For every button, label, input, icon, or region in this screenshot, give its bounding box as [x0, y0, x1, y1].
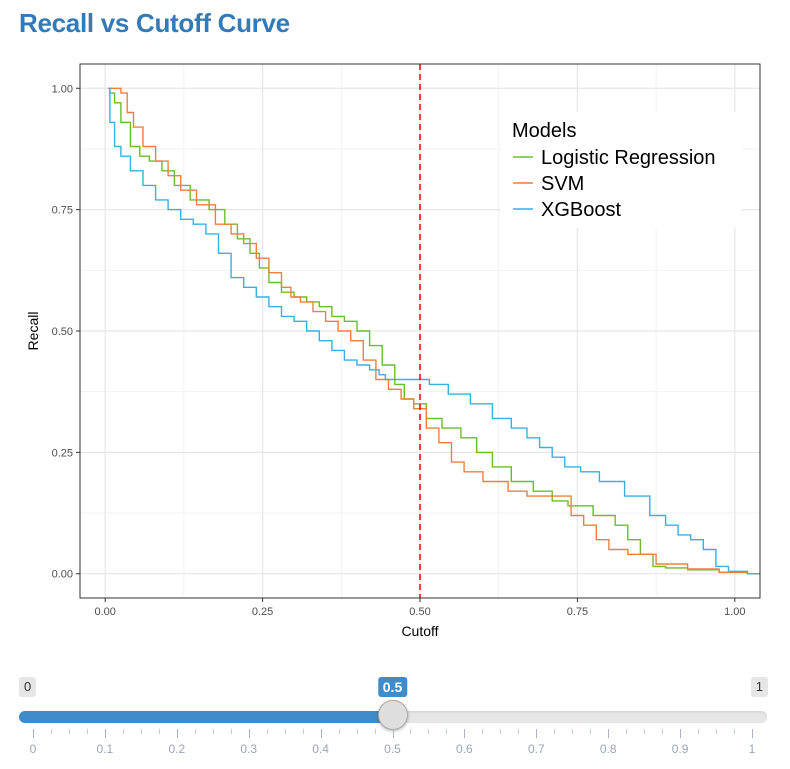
x-tick-label: 0.75	[567, 606, 588, 618]
slider-grid-tick	[140, 729, 142, 734]
slider-grid: 0 0.1 0.2 0.3 0.4 0.5 0.6 0.7 0.8 0.9 1	[0, 660, 790, 769]
slider-grid-tick	[428, 729, 430, 734]
y-tick-label: 0.50	[52, 326, 73, 338]
slider-value-label: 0.5	[377, 677, 408, 697]
slider-min-label: 0	[19, 677, 37, 697]
slider-grid-tick	[608, 729, 610, 738]
slider-grid-tick	[536, 729, 538, 738]
y-tick-label: 1.00	[52, 83, 73, 95]
slider-grid-tick	[68, 729, 70, 734]
slider-grid-tick	[662, 729, 664, 734]
slider-grid-tick	[734, 729, 736, 734]
legend-label: Logistic Regression	[541, 147, 716, 169]
legend-label: SVM	[541, 173, 584, 195]
slider-grid-label: 0.4	[312, 742, 329, 756]
slider-grid-label: 0	[29, 742, 37, 756]
legend: Models Logistic Regression SVM XGBoost	[500, 112, 742, 228]
cutoff-slider[interactable]: 0 1 0.5 0 0.1 0.2 0.3 0.4 0.5 0.6 0.7 0.8 0.9 1	[0, 660, 790, 769]
slider-grid-tick	[716, 729, 718, 734]
slider-grid-label: 0.3	[240, 742, 258, 756]
page-title: Recall vs Cutoff Curve	[19, 8, 290, 38]
slider-handle[interactable]	[377, 700, 408, 730]
x-tick-label: 0.00	[94, 606, 115, 618]
series-line-xgboost	[108, 87, 760, 575]
slider-fill-bar	[19, 711, 393, 723]
slider-grid-tick	[446, 729, 448, 734]
slider-grid-tick	[194, 729, 196, 734]
legend-title: Models	[512, 120, 576, 142]
slider-grid-label: 0.9	[671, 742, 689, 756]
plot-border	[79, 63, 761, 599]
slider-grid-label: 0.1	[96, 742, 114, 756]
slider-grid-label: 0.6	[456, 742, 473, 756]
slider-grid-tick	[302, 729, 304, 734]
slider-grid-tick	[680, 729, 682, 738]
y-tick-label: 0.75	[52, 205, 73, 217]
slider-grid-tick	[158, 729, 160, 734]
slider-grid-tick	[320, 729, 322, 738]
slider-max-label: 1	[750, 677, 768, 697]
slider-grid-tick	[230, 729, 232, 734]
slider-grid-tick	[122, 729, 124, 734]
slider-grid-tick	[410, 729, 412, 734]
slider-grid-tick	[590, 729, 592, 734]
slider-grid-label: 0.2	[168, 742, 186, 756]
slider-grid-tick	[644, 729, 646, 734]
slider-grid-tick	[212, 729, 214, 734]
legend-box	[500, 112, 742, 228]
slider-grid-label: 0.7	[527, 742, 545, 756]
series-line-svm	[108, 87, 760, 575]
y-tick-label: 0.25	[52, 447, 73, 459]
x-axis-title: Cutoff	[401, 623, 438, 639]
slider-grid-tick	[554, 729, 556, 734]
series-line-logistic-regression	[108, 87, 760, 575]
y-axis-title: Recall	[25, 312, 41, 351]
slider-grid-tick	[572, 729, 574, 734]
slider-grid-tick	[626, 729, 628, 734]
slider-grid-tick	[86, 729, 88, 734]
y-tick-label: 0.00	[52, 569, 73, 581]
legend-label: XGBoost	[541, 199, 621, 221]
slider-grid-tick	[500, 729, 502, 734]
slider-grid-label: 0.5	[384, 742, 401, 756]
slider-grid-tick	[338, 729, 340, 734]
slider-grid-tick	[464, 729, 466, 738]
recall-cutoff-chart: 0.00 0.25 0.50 0.75 1.00 0.00 0.25 0.50 0.75 1.00…	[25, 63, 761, 639]
slider-grid-tick	[284, 729, 286, 734]
slider-grid-tick	[482, 729, 484, 734]
slider-grid-tick	[176, 729, 178, 738]
slider-grid-tick	[248, 729, 250, 738]
x-tick-label: 0.25	[252, 606, 273, 618]
slider-grid-label: 0.8	[599, 742, 617, 756]
slider-grid-tick	[50, 729, 52, 734]
slider-grid-tick	[518, 729, 520, 734]
slider-grid-tick	[698, 729, 700, 734]
x-tick-label: 0.50	[409, 606, 430, 618]
slider-grid-tick	[104, 729, 106, 738]
slider-grid-tick	[356, 729, 358, 734]
slider-grid-label: 1	[748, 742, 756, 756]
slider-grid-tick	[752, 729, 753, 738]
x-tick-label: 1.00	[724, 606, 745, 618]
slider-grid-tick	[392, 729, 394, 738]
slider-grid-tick	[374, 729, 376, 734]
slider-grid-tick	[33, 729, 34, 738]
slider-grid-tick	[266, 729, 268, 734]
